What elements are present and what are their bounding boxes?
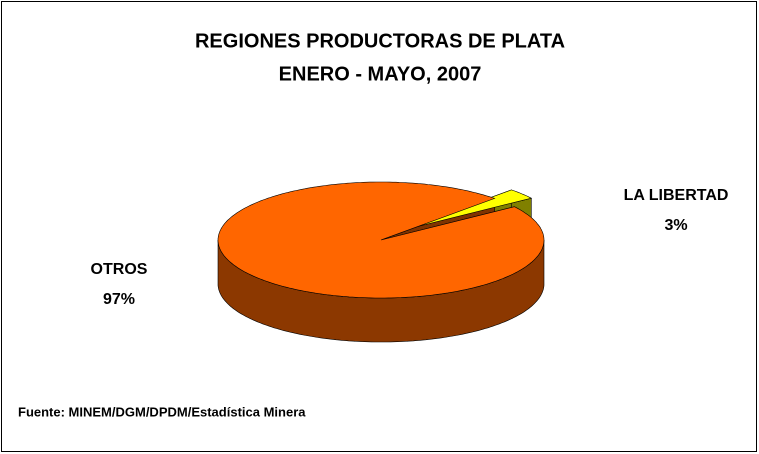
source-note: Fuente: MINEM/DGM/DPDM/Estadística Miner…: [18, 404, 306, 419]
slice-value-label: 97%: [103, 291, 135, 308]
slice-value-label: 3%: [664, 217, 687, 234]
slice-label: OTROS: [91, 261, 148, 278]
chart-title: REGIONES PRODUCTORAS DE PLATA: [195, 30, 565, 52]
chart-subtitle: ENERO - MAYO, 2007: [279, 63, 482, 85]
slice-label: LA LIBERTAD: [624, 187, 729, 204]
slice: [217, 181, 545, 299]
